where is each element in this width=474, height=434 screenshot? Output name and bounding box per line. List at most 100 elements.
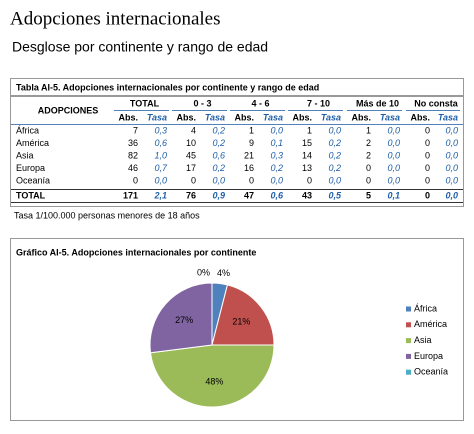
slice-label: 21%: [232, 317, 250, 327]
row-label: América: [16, 138, 49, 148]
sub-header: Abs.: [351, 112, 371, 122]
cell: 0,0: [445, 150, 458, 160]
cell: 45: [186, 150, 196, 160]
cell: 0,0: [328, 175, 341, 185]
cell: 1: [366, 125, 371, 135]
cell: 47: [244, 190, 254, 200]
cell: 0,5: [328, 190, 342, 200]
cell: 0,0: [270, 175, 283, 185]
cell: 0: [133, 175, 138, 185]
cell: 0: [249, 175, 254, 185]
row-label: Europa: [16, 163, 45, 173]
cell: 0,0: [445, 190, 458, 200]
pie-slice: [149, 282, 213, 354]
cell: 0,2: [270, 163, 283, 173]
cell: 0: [366, 175, 371, 185]
table-frame: [10, 78, 464, 207]
cell: 0,2: [328, 150, 341, 160]
cell: 0,0: [328, 125, 341, 135]
column-group-header: Más de 10: [356, 98, 399, 108]
cell: 171: [123, 190, 138, 200]
cell: 5: [366, 190, 371, 200]
cell: 0: [425, 163, 430, 173]
cell: 0,7: [154, 163, 168, 173]
cell: 0,2: [212, 125, 225, 135]
row-label: Oceanía: [16, 175, 50, 185]
slice-label: 4%: [217, 268, 230, 278]
cell: 14: [302, 150, 312, 160]
cell: 0,2: [212, 138, 225, 148]
cell: 0,0: [387, 125, 400, 135]
sub-header: Tasa: [438, 112, 458, 122]
sub-header: Tasa: [147, 112, 167, 122]
cell: 0: [191, 175, 196, 185]
legend-label: Asia: [414, 335, 432, 345]
cell: 1: [307, 125, 312, 135]
cell: 0: [425, 150, 430, 160]
cell: 0,6: [270, 190, 284, 200]
page-subtitle: Desglose por continente y rango de edad: [12, 39, 268, 55]
cell: 0,0: [445, 125, 458, 135]
page-title: Adopciones internacionales: [10, 8, 221, 29]
sub-header: Abs.: [292, 112, 312, 122]
pie-slice: [211, 284, 275, 346]
cell: 82: [128, 150, 138, 160]
cell: 0,6: [154, 138, 167, 148]
legend-label: África: [414, 303, 437, 313]
cell: 0,2: [212, 163, 225, 173]
cell: 2: [366, 138, 371, 148]
row-label: Asia: [16, 150, 34, 160]
sub-header: Tasa: [263, 112, 283, 122]
cell: 0: [425, 175, 430, 185]
legend-swatch: [406, 322, 411, 328]
sub-header: Abs.: [176, 112, 196, 122]
cell: 46: [128, 163, 138, 173]
column-group-header: 0 - 3: [193, 98, 211, 108]
slice-label: 0%: [197, 267, 210, 277]
row-label: TOTAL: [16, 190, 46, 200]
cell: 0,0: [212, 175, 225, 185]
cell: 0,0: [387, 138, 400, 148]
cell: 0,1: [270, 138, 283, 148]
cell: 17: [186, 163, 196, 173]
cell: 0,0: [387, 175, 400, 185]
slice-label: 48%: [205, 377, 223, 387]
pie-slice: [149, 344, 275, 408]
cell: 0,6: [212, 150, 225, 160]
cell: 1,0: [154, 150, 167, 160]
sub-header: Abs.: [234, 112, 254, 122]
cell: 0,0: [387, 163, 400, 173]
cell: 43: [302, 190, 312, 200]
cell: 13: [302, 163, 312, 173]
cell: 0,0: [387, 150, 400, 160]
chart-frame: [10, 238, 464, 421]
sub-header: Abs.: [118, 112, 138, 122]
legend-swatch: [406, 338, 411, 344]
cell: 4: [191, 125, 196, 135]
cell: 0,0: [270, 125, 283, 135]
cell: 1: [249, 125, 254, 135]
cell: 0,2: [328, 163, 341, 173]
table-title: Tabla AI-5. Adopciones internacionales p…: [16, 82, 319, 92]
cell: 0: [366, 163, 371, 173]
cell: 76: [186, 190, 196, 200]
cell: 9: [249, 138, 254, 148]
column-group-header: 7 - 10: [307, 98, 330, 108]
cell: 0,0: [445, 163, 458, 173]
cell: 0,0: [154, 175, 167, 185]
table-note: Tasa 1/100.000 personas menores de 18 añ…: [14, 210, 200, 220]
cell: 0,3: [270, 150, 283, 160]
cell: 0,0: [445, 175, 458, 185]
cell: 0: [425, 125, 430, 135]
cell: 0,2: [328, 138, 341, 148]
cell: 10: [186, 138, 196, 148]
legend-label: Oceanía: [414, 367, 448, 377]
cell: 15: [302, 138, 312, 148]
cell: 0: [425, 138, 430, 148]
legend-label: América: [414, 319, 447, 329]
chart-title: Gráfico AI-5. Adopciones internacionales…: [16, 247, 256, 257]
cell: 7: [133, 125, 138, 135]
cell: 0,9: [212, 190, 225, 200]
cell: 0: [307, 175, 312, 185]
